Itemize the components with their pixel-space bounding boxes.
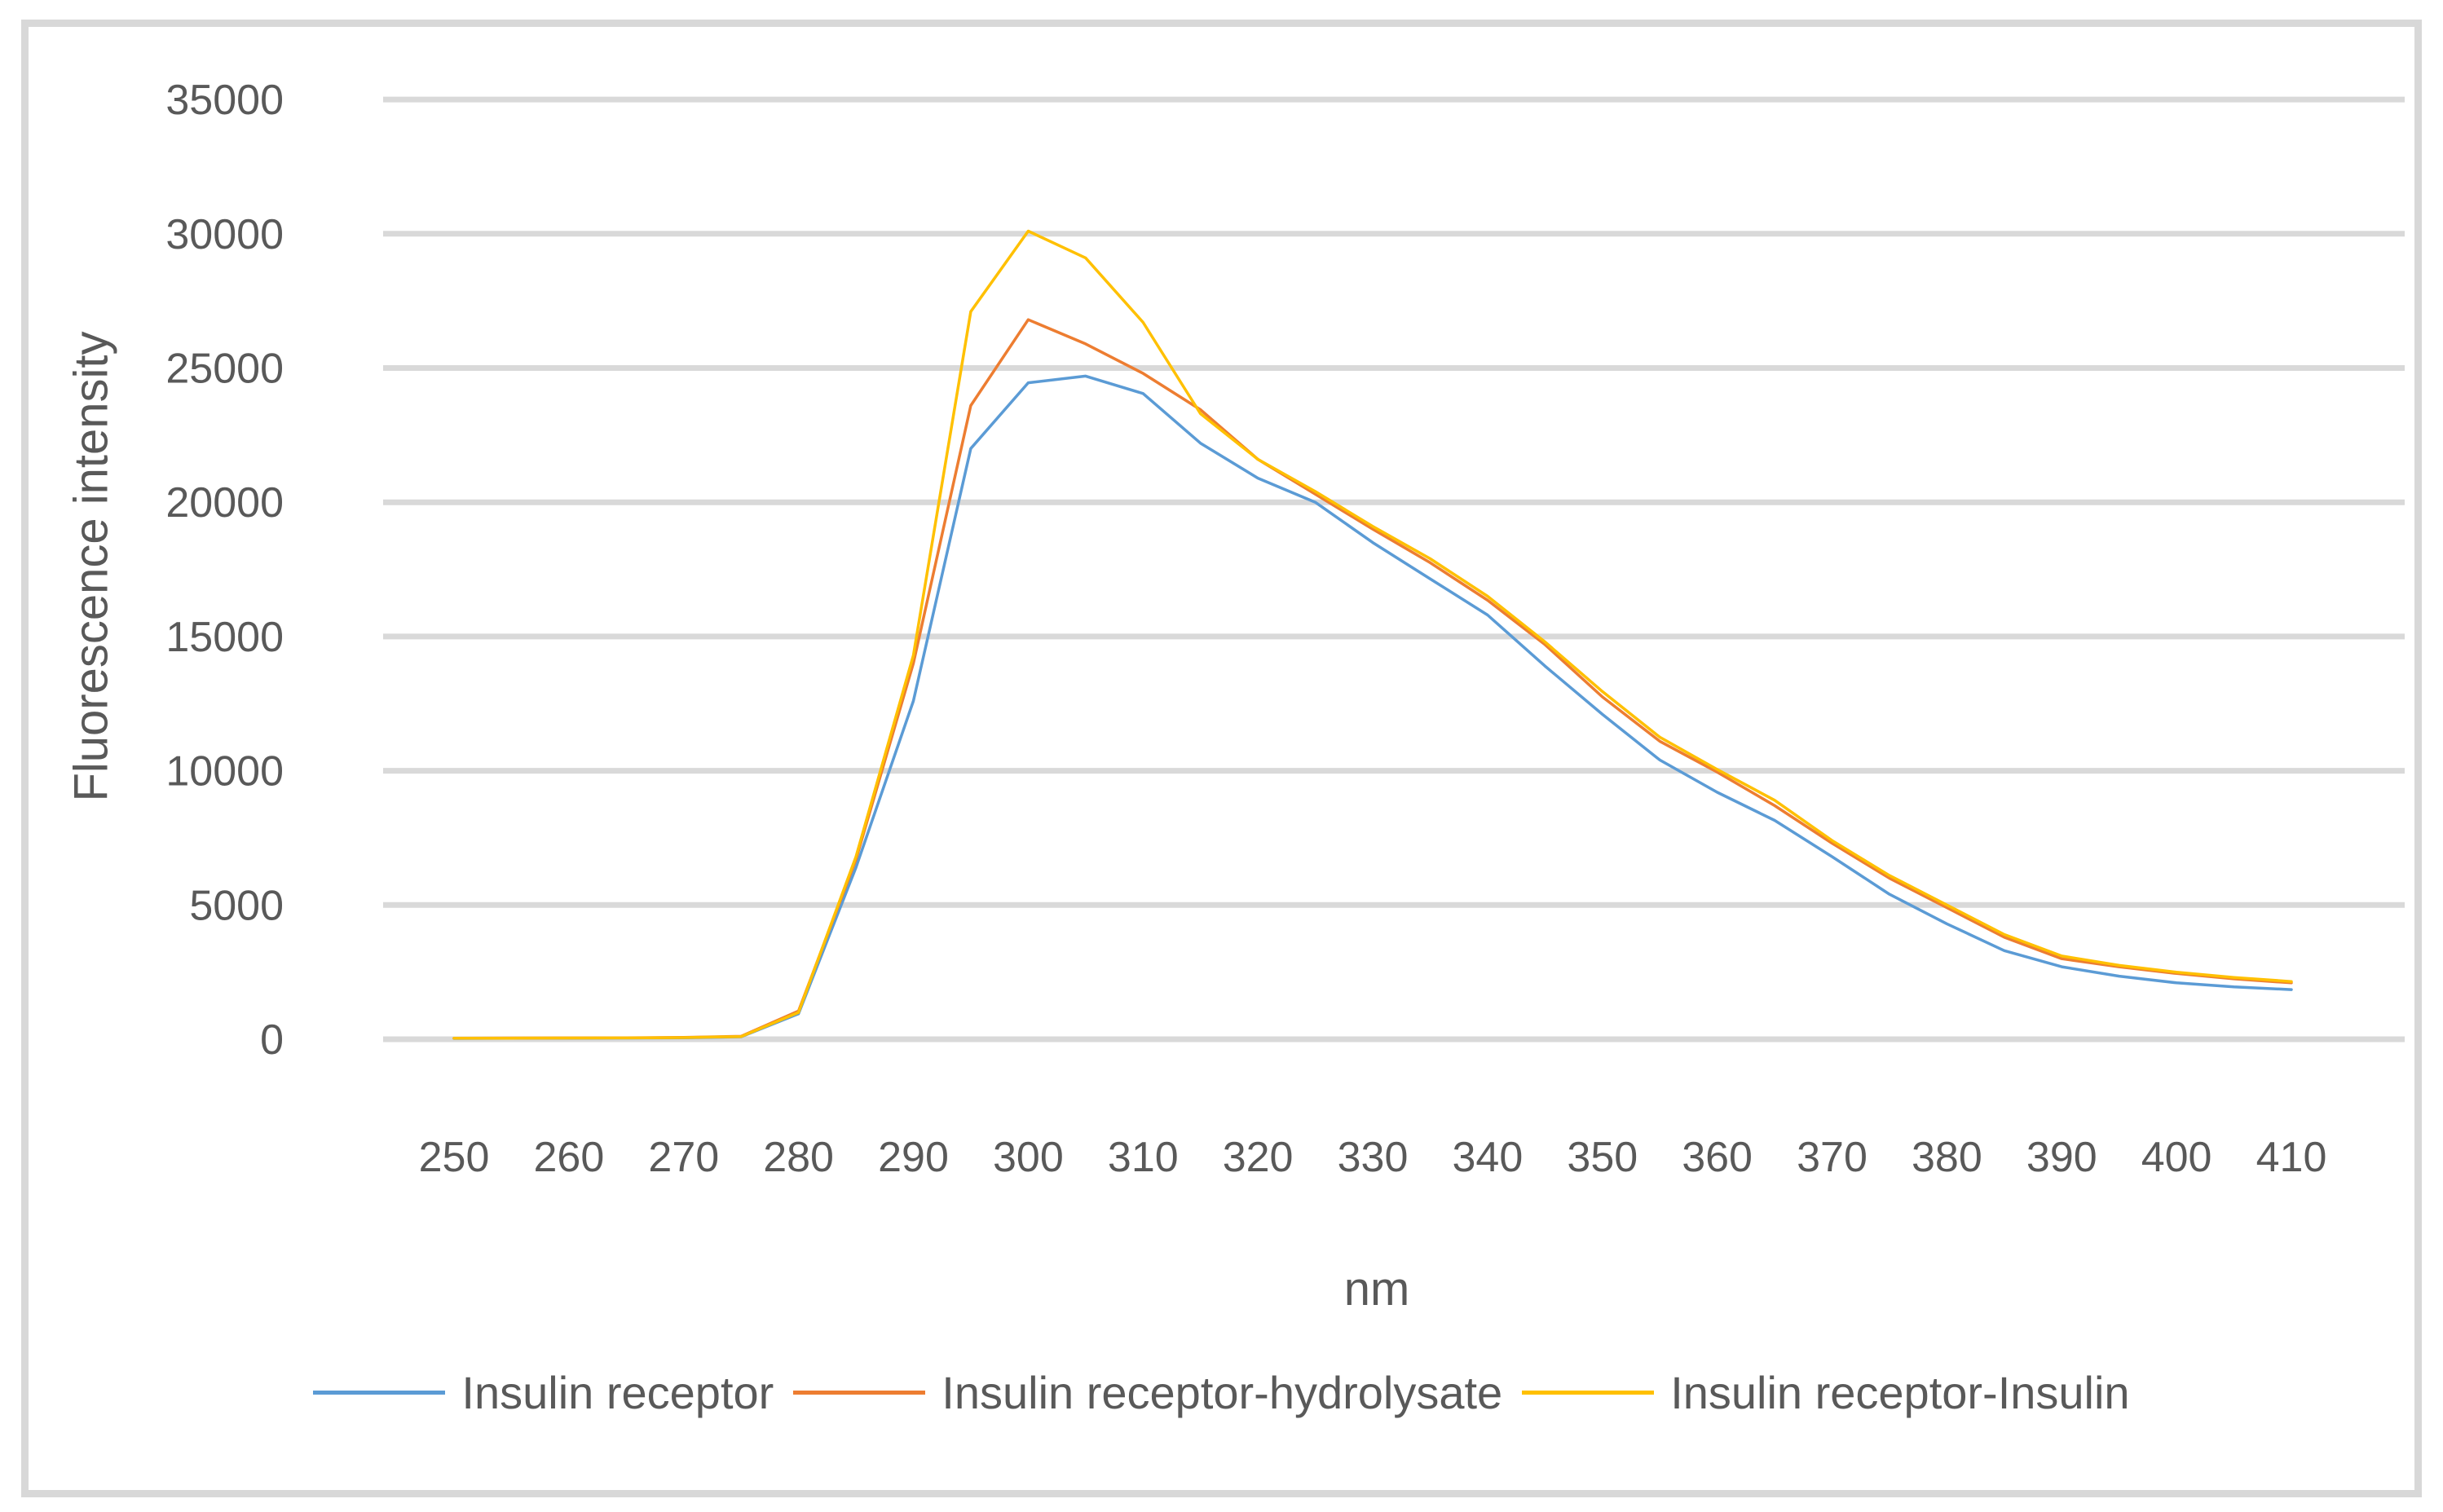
gridlines [383, 96, 2405, 1043]
y-axis-title: Fluorescence intensity [64, 331, 118, 802]
x-tick-label: 410 [2256, 1134, 2327, 1181]
legend-label: Insulin receptor [461, 1366, 774, 1418]
x-tick-label: 300 [993, 1134, 1064, 1181]
series-lines [452, 229, 2293, 1040]
y-tick-label: 30000 [165, 211, 284, 258]
legend-item: Insulin receptor-hydrolysate [793, 1366, 1502, 1419]
legend-line-swatch [1522, 1390, 1655, 1395]
y-tick-label: 15000 [165, 614, 284, 661]
x-tick-label: 350 [1567, 1134, 1638, 1181]
y-tick-label: 25000 [165, 346, 284, 393]
chart-outer-border [21, 20, 2422, 1497]
y-tick-label: 20000 [165, 479, 284, 527]
x-tick-label: 370 [1797, 1134, 1868, 1181]
y-tick-label: 35000 [165, 77, 284, 124]
legend: Insulin receptor Insulin receptor-hydrol… [0, 1363, 2443, 1422]
x-tick-label: 400 [2141, 1134, 2212, 1181]
legend-label: Insulin receptor-Insulin [1670, 1366, 2130, 1418]
y-tick-label: 0 [260, 1016, 284, 1064]
series-line-2 [452, 229, 2293, 1040]
x-tick-label: 310 [1108, 1134, 1179, 1181]
x-tick-label: 330 [1338, 1134, 1409, 1181]
legend-line-swatch [793, 1390, 926, 1395]
x-axis-tick-labels: 250 260 270 280 290 300 310 320 330 340 350 360 370 3… [419, 1134, 2327, 1181]
x-tick-label: 390 [2026, 1134, 2097, 1181]
x-tick-label: 360 [1682, 1134, 1753, 1181]
series-line-1 [452, 318, 2293, 1040]
y-tick-label: 10000 [165, 748, 284, 796]
y-tick-label: 5000 [189, 882, 284, 929]
x-tick-label: 380 [1912, 1134, 1982, 1181]
legend-item: Insulin receptor [313, 1366, 774, 1419]
x-axis-title: nm [1343, 1263, 1410, 1316]
x-tick-label: 280 [763, 1134, 834, 1181]
x-tick-label: 340 [1453, 1134, 1524, 1181]
x-tick-label: 320 [1223, 1134, 1294, 1181]
legend-label: Insulin receptor-hydrolysate [941, 1366, 1503, 1418]
y-axis-tick-labels: 0 5000 10000 15000 20000 25000 30000 35000 [165, 77, 284, 1064]
legend-line-swatch [313, 1390, 446, 1395]
x-tick-label: 290 [878, 1134, 949, 1181]
x-tick-label: 270 [648, 1134, 719, 1181]
legend-item: Insulin receptor-Insulin [1522, 1366, 2130, 1419]
x-tick-label: 250 [419, 1134, 490, 1181]
x-tick-label: 260 [534, 1134, 605, 1181]
